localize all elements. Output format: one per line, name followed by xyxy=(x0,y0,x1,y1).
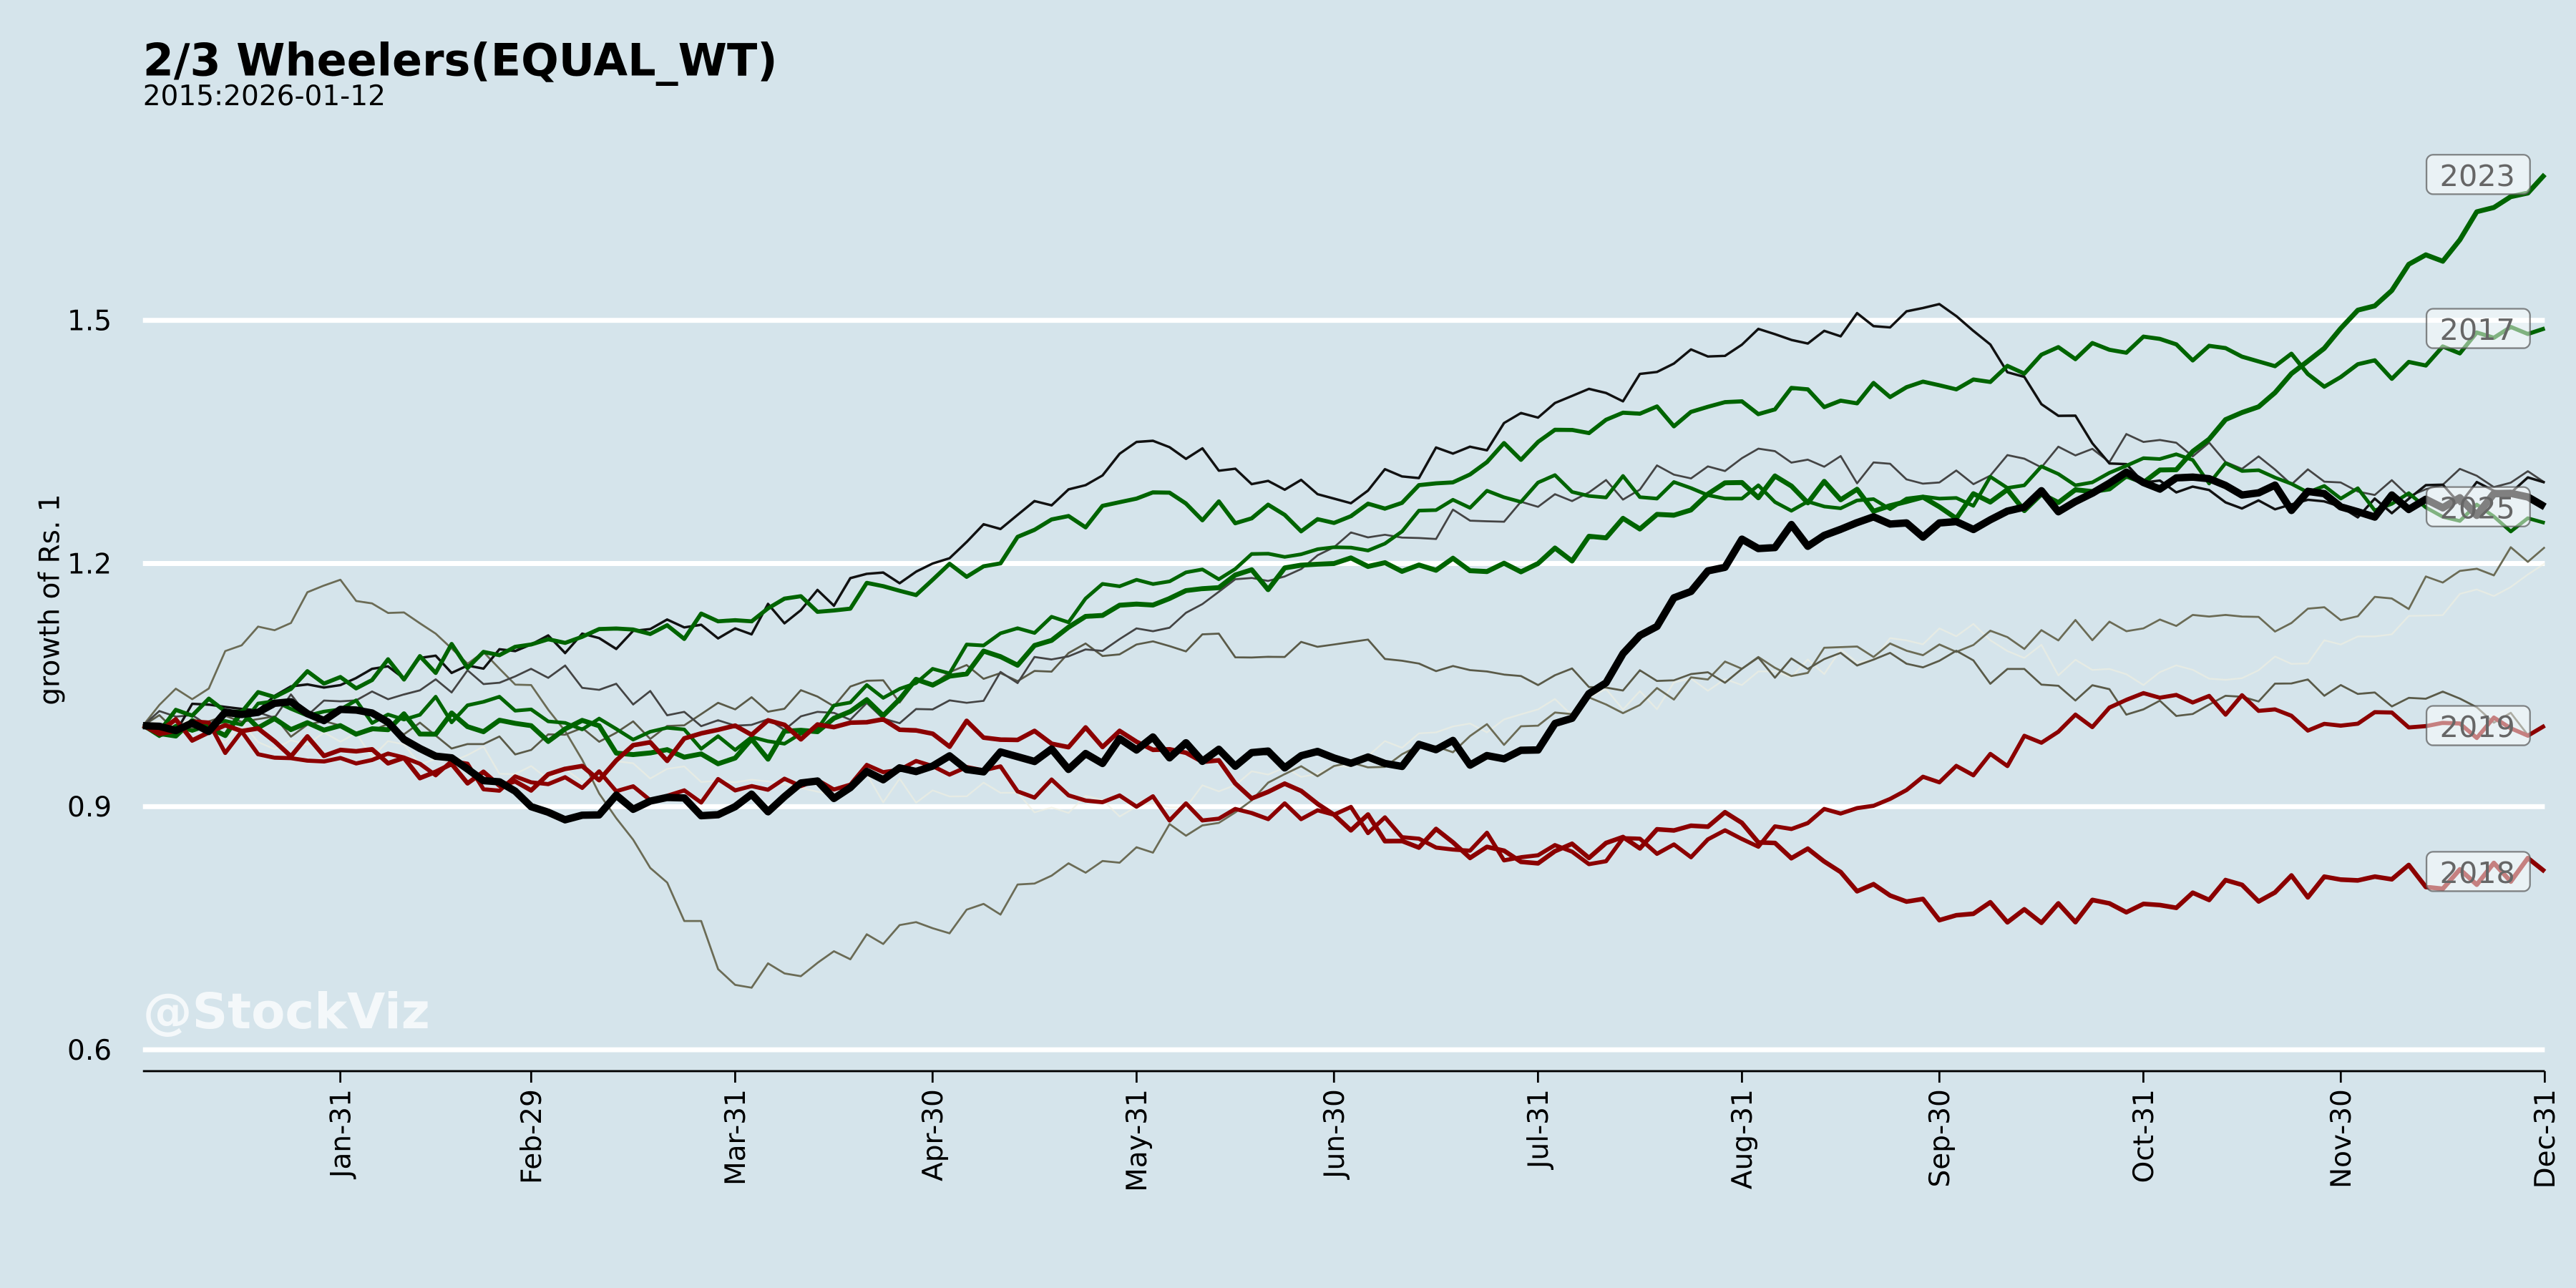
y-tick-label: 1.5 xyxy=(67,305,112,337)
x-tick-label: Dec-31 xyxy=(2529,1089,2562,1189)
chart-title: 2/3 Wheelers(EQUAL_WT) xyxy=(143,34,778,87)
series-label-2017: 2017 xyxy=(2425,308,2531,349)
series-line-2018 xyxy=(142,716,2547,925)
series-label-box xyxy=(2425,308,2531,349)
grid xyxy=(142,318,2545,1053)
series-line-2024 xyxy=(142,633,2546,756)
series-label-text: 2025 xyxy=(2440,491,2515,525)
series-label-box xyxy=(2425,486,2531,527)
x-tick-label: Nov-30 xyxy=(2326,1089,2358,1189)
series-label-box xyxy=(2425,851,2531,892)
x-tick-label: May-31 xyxy=(1121,1089,1153,1192)
watermark: @StockViz xyxy=(143,983,430,1040)
y-tick-label: 1.2 xyxy=(67,548,112,580)
series-label-2018: 2018 xyxy=(2425,851,2531,892)
series-label-text: 2017 xyxy=(2440,313,2515,347)
x-tick-label: Jul-31 xyxy=(1523,1089,1555,1171)
series-label-2019: 2019 xyxy=(2425,705,2531,746)
chart-subtitle: 2015:2026-01-12 xyxy=(143,80,386,112)
y-tick-label: 0.9 xyxy=(67,791,112,824)
series-label-2025: 2025 xyxy=(2425,486,2531,527)
x-axis: Jan-31 Feb-29 Mar-31 Apr-30 May-31 Jun-30 Jul-… xyxy=(325,1070,2562,1192)
y-tick-label: 0.6 xyxy=(67,1035,112,1067)
series-label-box xyxy=(2425,154,2531,195)
x-tick-label: Sep-30 xyxy=(1924,1089,1956,1187)
series-label-2023: 2023 xyxy=(2425,154,2531,195)
series-labels: 2017 2023 2019 2018 2025 xyxy=(2425,154,2531,892)
series-label-text: 2019 xyxy=(2440,710,2515,744)
series-label-box xyxy=(2425,705,2531,746)
y-axis: 0.6 0.9 1.2 1.5 xyxy=(67,305,112,1066)
series-line-2021 xyxy=(142,452,2546,752)
x-tick-label: Aug-31 xyxy=(1727,1089,1759,1189)
x-tick-label: Jan-31 xyxy=(325,1089,357,1180)
series-label-text: 2023 xyxy=(2440,159,2515,193)
x-tick-label: Mar-31 xyxy=(720,1089,752,1186)
x-tick-label: Jun-30 xyxy=(1319,1089,1351,1181)
x-tick-label: Apr-30 xyxy=(917,1089,950,1181)
series-line-2020 xyxy=(142,546,2546,989)
series-line-2017 xyxy=(142,325,2546,734)
series-line-2025 xyxy=(142,468,2547,824)
x-tick-label: Feb-29 xyxy=(516,1089,548,1184)
series-label-text: 2018 xyxy=(2440,856,2515,890)
y-axis-label: growth of Rs. 1 xyxy=(34,494,67,705)
series-group xyxy=(142,172,2547,989)
x-tick-label: Oct-31 xyxy=(2128,1089,2160,1183)
